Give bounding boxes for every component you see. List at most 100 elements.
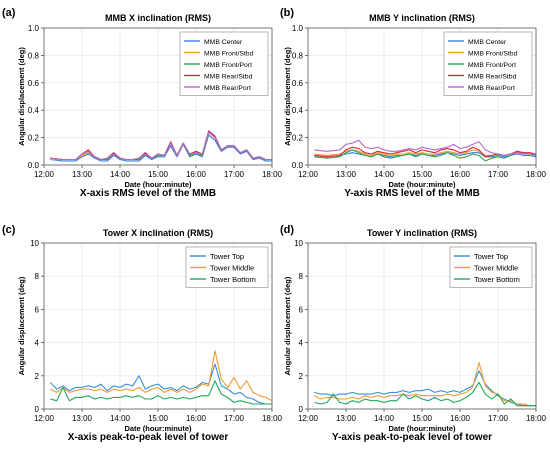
x-tick-label: 17:00 bbox=[224, 170, 245, 179]
legend-label: MMB Rear/Port bbox=[468, 85, 515, 92]
series-line bbox=[314, 381, 536, 407]
x-tick-label: 12:00 bbox=[298, 170, 319, 179]
chart-panel-4: (d) Tower Y inclination (RMS) 12:00 13:00 14… bbox=[280, 224, 547, 443]
legend-label: Tower Bottom bbox=[474, 275, 520, 284]
legend: Tower Top Tower Middle Tower Bottom bbox=[185, 246, 269, 288]
y-axis-label: Angular displacement (deg) bbox=[17, 276, 26, 375]
legend: Tower Top Tower Middle Tower Bottom bbox=[449, 246, 533, 288]
x-tick-label: 14:00 bbox=[110, 414, 131, 423]
series-line bbox=[314, 149, 537, 162]
y-tick-label: 10 bbox=[294, 239, 303, 248]
panel-label: (c) bbox=[2, 224, 16, 236]
chart-panel-2: (b) MMB Y inclination (RMS) 12:00 13:00 14:0… bbox=[280, 7, 547, 199]
x-axis-label: Date (hour:minute) bbox=[124, 180, 192, 189]
x-tick-label: 17:00 bbox=[488, 414, 509, 423]
panel-caption: Y-axis peak-to-peak level of tower bbox=[332, 432, 492, 443]
chart-title: MMB Y inclination (RMS) bbox=[369, 13, 475, 23]
x-tick-label: 18:00 bbox=[262, 414, 283, 423]
panel-label: (d) bbox=[280, 224, 294, 236]
x-tick-label: 13:00 bbox=[72, 170, 93, 179]
x-tick-label: 16:00 bbox=[450, 414, 471, 423]
legend-label: Tower Bottom bbox=[210, 275, 256, 284]
y-tick-label: 0.2 bbox=[292, 134, 304, 143]
legend-label: Tower Middle bbox=[474, 263, 518, 272]
legend-label: MMB Front/Stbd bbox=[204, 50, 254, 57]
y-tick-label: 0 bbox=[35, 405, 40, 414]
y-tick-label: 4 bbox=[299, 339, 304, 348]
y-tick-label: 0.0 bbox=[292, 161, 304, 170]
y-tick-label: 2 bbox=[35, 372, 40, 381]
x-tick-label: 15:00 bbox=[148, 170, 169, 179]
x-axis-label: Date (hour:minute) bbox=[124, 424, 192, 433]
legend-label: MMB Center bbox=[468, 39, 507, 46]
x-tick-label: 14:00 bbox=[374, 170, 395, 179]
y-tick-label: 0.8 bbox=[292, 51, 304, 60]
legend-label: MMB Front/Stbd bbox=[468, 50, 518, 57]
x-tick-label: 16:00 bbox=[450, 170, 471, 179]
legend-label: MMB Rear/Stbd bbox=[204, 73, 253, 80]
y-tick-label: 1.0 bbox=[292, 24, 304, 33]
y-tick-label: 6 bbox=[299, 305, 304, 314]
x-tick-label: 18:00 bbox=[526, 170, 547, 179]
legend-label: Tower Top bbox=[474, 252, 508, 261]
y-tick-label: 0 bbox=[299, 405, 304, 414]
x-tick-label: 13:00 bbox=[72, 414, 93, 423]
y-tick-label: 0.6 bbox=[28, 79, 40, 88]
x-tick-label: 14:00 bbox=[374, 414, 395, 423]
x-tick-label: 18:00 bbox=[526, 414, 547, 423]
legend-label: MMB Front/Port bbox=[204, 62, 252, 69]
y-tick-label: 6 bbox=[35, 305, 40, 314]
x-tick-label: 12:00 bbox=[298, 414, 319, 423]
x-tick-label: 16:00 bbox=[186, 414, 207, 423]
legend-label: MMB Rear/Stbd bbox=[468, 73, 517, 80]
y-tick-label: 0.2 bbox=[28, 134, 40, 143]
y-tick-label: 0.8 bbox=[28, 51, 40, 60]
x-tick-label: 17:00 bbox=[488, 170, 509, 179]
y-tick-label: 0.4 bbox=[28, 106, 40, 115]
legend-label: MMB Center bbox=[204, 39, 243, 46]
y-tick-label: 8 bbox=[299, 272, 304, 281]
legend-label: MMB Front/Port bbox=[468, 62, 516, 69]
series-line bbox=[49, 363, 272, 405]
legend-label: MMB Rear/Port bbox=[204, 85, 251, 92]
panel-label: (b) bbox=[280, 7, 294, 19]
x-tick-label: 13:00 bbox=[336, 170, 357, 179]
legend-label: Tower Middle bbox=[210, 263, 254, 272]
y-axis-label: Angular displacement (deg) bbox=[283, 47, 292, 146]
panel-caption: X-axis peak-to-peak level of tower bbox=[68, 432, 229, 443]
legend-label: Tower Top bbox=[210, 252, 244, 261]
panel-caption: X-axis RMS level of the MMB bbox=[80, 188, 216, 199]
y-tick-label: 0.0 bbox=[28, 161, 40, 170]
series-line bbox=[50, 134, 272, 162]
y-axis-label: Angular displacement (deg) bbox=[283, 276, 292, 375]
chart-title: Tower Y inclination (RMS) bbox=[367, 228, 477, 238]
panel-label: (a) bbox=[2, 7, 16, 19]
y-tick-label: 8 bbox=[35, 272, 40, 281]
chart-panel-1: (a) MMB X inclination (RMS) 12:00 13:00 14:0… bbox=[2, 7, 283, 199]
series-line bbox=[50, 350, 273, 402]
y-tick-label: 0.4 bbox=[292, 106, 304, 115]
panel-caption: Y-axis RMS level of the MMB bbox=[344, 188, 480, 199]
y-tick-label: 4 bbox=[35, 339, 40, 348]
series-line bbox=[314, 152, 537, 158]
y-tick-label: 10 bbox=[30, 239, 39, 248]
y-tick-label: 2 bbox=[299, 372, 304, 381]
chart-title: Tower X inclination (RMS) bbox=[103, 228, 213, 238]
x-axis-label: Date (hour:minute) bbox=[388, 180, 456, 189]
x-tick-label: 12:00 bbox=[34, 170, 55, 179]
x-tick-label: 15:00 bbox=[412, 170, 433, 179]
chart-title: MMB X inclination (RMS) bbox=[105, 13, 211, 23]
series-line bbox=[50, 380, 272, 405]
y-axis-label: Angular displacement (deg) bbox=[17, 47, 26, 146]
chart-panel-3: (c) Tower X inclination (RMS) 12:00 13:00 14… bbox=[2, 224, 283, 443]
series-line bbox=[314, 139, 536, 156]
series-line bbox=[50, 131, 272, 161]
x-tick-label: 18:00 bbox=[262, 170, 283, 179]
legend: MMB Center MMB Front/Stbd MMB Front/Port MM… bbox=[443, 31, 533, 96]
x-tick-label: 13:00 bbox=[336, 414, 357, 423]
x-tick-label: 17:00 bbox=[224, 414, 245, 423]
y-tick-label: 0.6 bbox=[292, 79, 304, 88]
x-tick-label: 12:00 bbox=[34, 414, 55, 423]
x-tick-label: 15:00 bbox=[148, 414, 169, 423]
